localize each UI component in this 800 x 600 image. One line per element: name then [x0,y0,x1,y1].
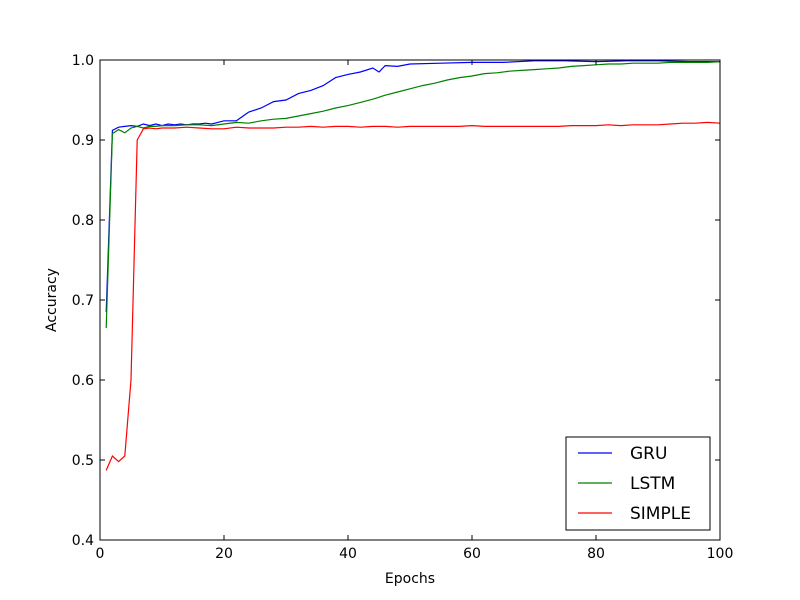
y-tick-label: 0.7 [72,293,94,309]
x-axis-label: Epochs [385,571,435,587]
x-tick-label: 100 [707,546,734,562]
series-layer [105,60,721,471]
y-tick-label: 0.6 [72,373,94,389]
legend-label-lstm: LSTM [630,474,675,494]
legend: GRU LSTM SIMPLE [565,436,711,531]
series-line-simple [105,121,721,471]
x-tick-label: 20 [215,546,233,562]
x-tick-label: 40 [339,546,357,562]
x-tick-label: 0 [96,546,105,562]
x-tick-label: 80 [587,546,605,562]
y-tick-label: 0.5 [72,453,94,469]
legend-label-gru: GRU [630,444,667,464]
y-tick-label: 0.8 [72,213,94,229]
series-line-gru [105,60,720,313]
y-tick-label: 1.0 [72,53,94,69]
y-tick-label: 0.9 [72,133,94,149]
series-line-lstm [105,61,721,329]
y-axis-label: Accuracy [44,268,60,332]
x-axis: 0 20 40 60 80 100 [96,60,734,562]
y-axis: 0.4 0.5 0.6 0.7 0.8 0.9 1.0 [72,53,720,549]
y-tick-label: 0.4 [72,533,94,549]
x-tick-label: 60 [463,546,481,562]
legend-label-simple: SIMPLE [630,504,691,524]
